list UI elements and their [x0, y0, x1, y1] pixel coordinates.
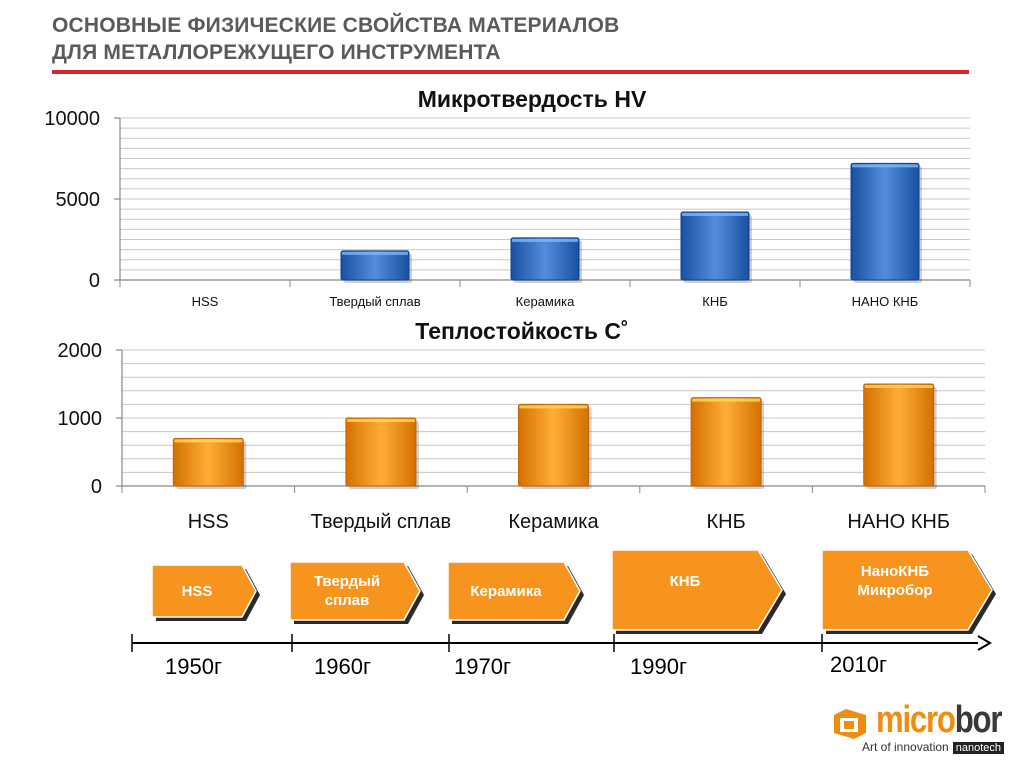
- y-tick-label: 1000: [58, 408, 103, 430]
- stage-arrow-shape: [611, 549, 786, 634]
- logo-wordmark: microbor: [876, 699, 1003, 741]
- bar-highlight: [519, 405, 588, 409]
- x-tick-label: Керамика: [516, 294, 575, 309]
- stage-arrow-fill: [611, 549, 783, 631]
- x-tick-label: НАНО КНБ: [847, 511, 950, 533]
- logo-tagline: Art of innovation nanotech: [862, 740, 1004, 754]
- hardness-chart-title: Микротвердость HV: [417, 86, 647, 112]
- bar-highlight: [346, 419, 415, 422]
- y-tick-label: 10000: [44, 108, 100, 130]
- timeline-year: 1950г: [165, 654, 222, 679]
- timeline-year: 1960г: [314, 654, 371, 679]
- title-divider: [52, 70, 969, 74]
- page-title-line2: ДЛЯ МЕТАЛЛОРЕЖУЩЕГО ИНСТРУМЕНТА: [52, 41, 501, 64]
- bar-highlight: [852, 164, 918, 168]
- x-tick-label: КНБ: [706, 511, 745, 533]
- microbor-logo: microbor Art of innovation nanotech: [830, 700, 1015, 760]
- logo-mark-icon: [834, 709, 866, 739]
- stage-arrow-fill: [151, 564, 257, 618]
- logo-tagline-text: Art of innovation: [862, 740, 949, 754]
- stage-arrow-shape: [447, 561, 584, 624]
- timeline-stage: Твердый сплав: [289, 561, 424, 624]
- logo-word-part1: micro: [876, 699, 956, 741]
- bar: [850, 162, 920, 281]
- bar: [345, 417, 417, 487]
- timeline: HSS 1950г Твердый сплав 1960г Керамика 1970г К…: [0, 540, 1024, 700]
- x-tick-label: Твердый сплав: [311, 511, 452, 533]
- timeline-axis: [131, 634, 992, 652]
- timeline-stage: НаноКНБ Микробор: [821, 549, 996, 634]
- bar-highlight: [864, 385, 933, 388]
- timeline-year: 2010г: [830, 652, 887, 677]
- y-tick-label: 5000: [56, 189, 101, 211]
- x-tick-label: HSS: [188, 511, 229, 533]
- stage-arrow-fill: [447, 561, 581, 621]
- bar: [690, 397, 762, 487]
- hardness-chart: 0 5000 10000 HSS Твердый сплав Керамика КНБ НАН…: [44, 108, 971, 309]
- stage-label: Керамика: [470, 582, 542, 600]
- x-tick-label: HSS: [192, 294, 219, 309]
- stage-label: Твердый сплав: [313, 573, 381, 609]
- logo-badge: nanotech: [952, 742, 1004, 754]
- stage-arrow-shape: [821, 549, 996, 634]
- bar: [863, 383, 935, 487]
- x-tick-label: Твердый сплав: [329, 294, 420, 309]
- timeline-year: 1970г: [454, 654, 511, 679]
- stage-arrow-fill: [289, 561, 421, 621]
- y-tick-label: 0: [89, 270, 100, 292]
- page-title-line1: ОСНОВНЫЕ ФИЗИЧЕСКИЕ СВОЙСТВА МАТЕРИАЛОВ: [52, 14, 620, 37]
- y-tick-label: 2000: [58, 340, 103, 362]
- stage-arrow-shape: [289, 561, 424, 624]
- bar-highlight: [342, 251, 408, 255]
- bar: [340, 250, 410, 281]
- timeline-stage: HSS: [151, 564, 260, 621]
- y-tick-label: 0: [91, 476, 102, 498]
- bar-highlight: [682, 212, 748, 216]
- heat-chart-title: Теплостойкость С˚: [415, 318, 629, 344]
- page-title: ОСНОВНЫЕ ФИЗИЧЕСКИЕ СВОЙСТВА МАТЕРИАЛОВ …: [52, 12, 620, 66]
- stage-arrow-shape: [151, 564, 260, 621]
- bar-highlight: [174, 439, 243, 443]
- bar: [518, 403, 589, 487]
- heat-resistance-chart: 0 1000 2000 HSS Твердый сплав Керамика КНБ НАНО…: [58, 340, 986, 533]
- bar: [172, 437, 244, 487]
- bar: [680, 211, 750, 281]
- timeline-arrowhead-icon: [977, 635, 992, 651]
- x-tick-label: КНБ: [702, 294, 728, 309]
- bar-highlight: [512, 238, 578, 242]
- stage-label: HSS: [181, 582, 213, 600]
- stage-label: КНБ: [669, 572, 701, 590]
- timeline-stage: КНБ: [611, 549, 786, 634]
- stage-arrow-fill: [821, 549, 993, 631]
- timeline-stage: Керамика: [447, 561, 584, 624]
- x-tick-label: НАНО КНБ: [852, 294, 919, 309]
- timeline-year: 1990г: [630, 654, 687, 679]
- bar: [510, 237, 580, 281]
- bar-highlight: [692, 398, 761, 402]
- x-tick-label: Керамика: [508, 511, 599, 533]
- logo-word-part2: bor: [954, 699, 1003, 741]
- stage-label: НаноКНБ Микробор: [857, 563, 933, 599]
